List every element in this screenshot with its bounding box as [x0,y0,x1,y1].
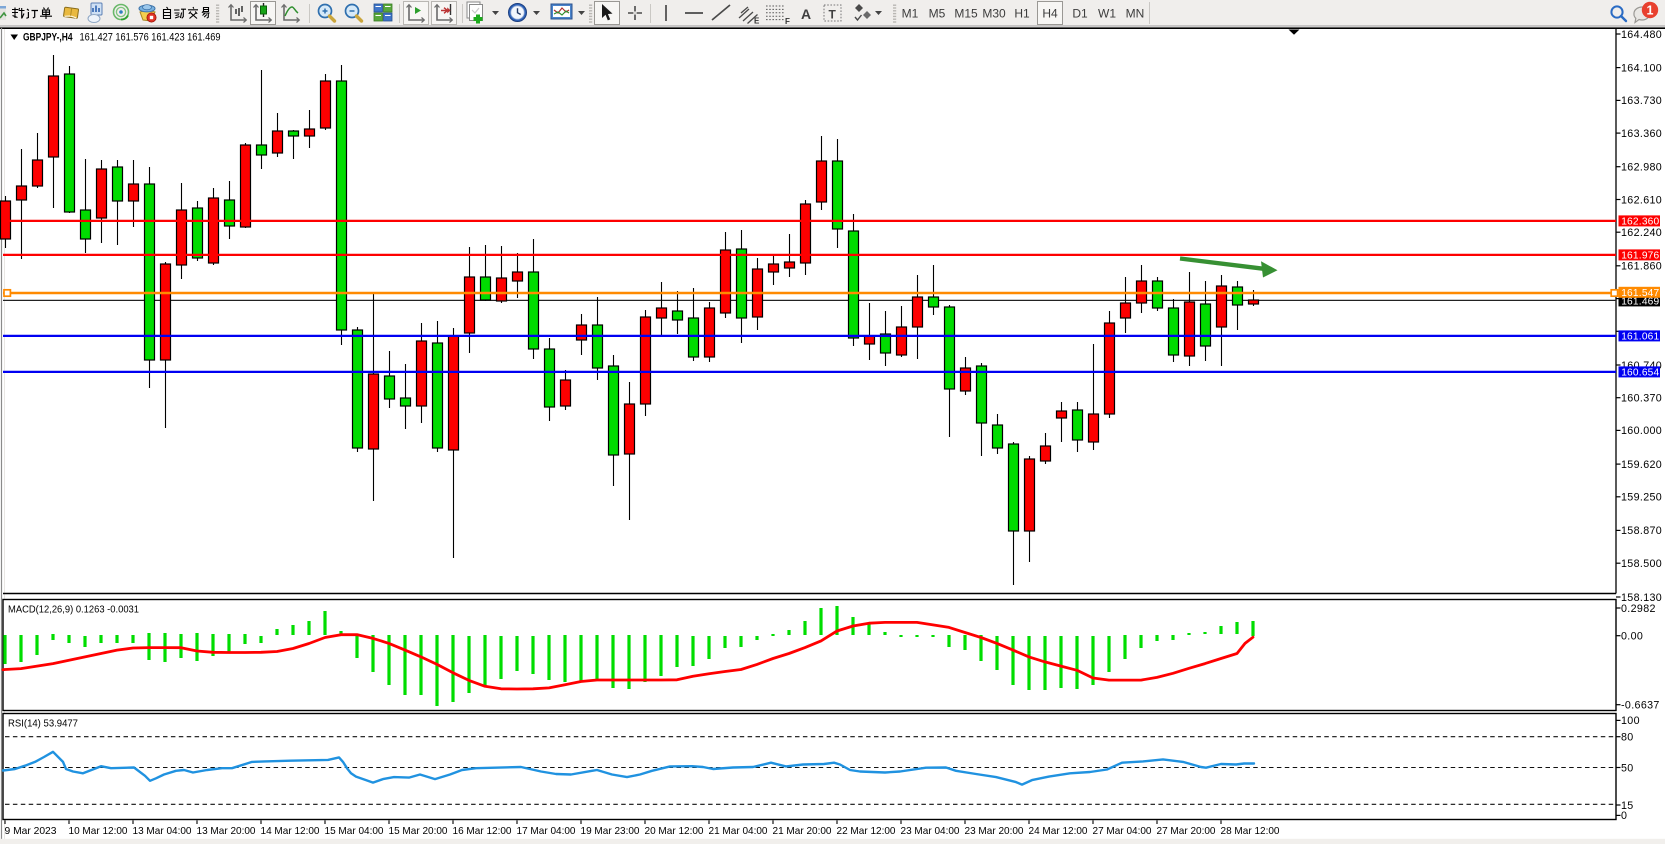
svg-text:161.061: 161.061 [1621,332,1659,343]
svg-text:158.130: 158.130 [1621,592,1662,604]
svg-text:161.427 161.576 161.423 161.46: 161.427 161.576 161.423 161.469 [80,31,221,43]
svg-text:27 Mar 20:00: 27 Mar 20:00 [1157,825,1216,837]
svg-text:161.860: 161.860 [1621,261,1662,273]
svg-text:17 Mar 04:00: 17 Mar 04:00 [517,825,576,837]
svg-text:16 Mar 12:00: 16 Mar 12:00 [453,825,512,837]
svg-text:1: 1 [1647,3,1654,17]
svg-text:162.240: 162.240 [1621,227,1662,239]
svg-text:H1: H1 [1014,7,1030,21]
svg-text:50: 50 [1621,762,1634,774]
svg-text:0: 0 [1621,810,1627,822]
svg-text:M30: M30 [982,7,1006,21]
svg-text:M1: M1 [902,7,919,21]
svg-text:15 Mar 04:00: 15 Mar 04:00 [325,825,384,837]
svg-text:RSI(14) 53.9477: RSI(14) 53.9477 [8,718,78,730]
svg-text:15 Mar 20:00: 15 Mar 20:00 [389,825,448,837]
svg-text:158.500: 158.500 [1621,558,1662,570]
svg-text:162.610: 162.610 [1621,194,1662,206]
svg-text:164.480: 164.480 [1621,29,1662,41]
svg-text:27 Mar 04:00: 27 Mar 04:00 [1093,825,1152,837]
svg-text:15: 15 [1621,800,1634,812]
svg-text:M15: M15 [954,7,978,21]
svg-text:21 Mar 04:00: 21 Mar 04:00 [709,825,768,837]
svg-text:162.360: 162.360 [1621,217,1659,228]
svg-text:161.469: 161.469 [1621,297,1659,308]
svg-text:GBPJPY-,H4: GBPJPY-,H4 [23,31,73,43]
svg-text:162.980: 162.980 [1621,162,1662,174]
svg-text:D1: D1 [1072,7,1088,21]
svg-text:MACD(12,26,9) 0.1263 -0.0031: MACD(12,26,9) 0.1263 -0.0031 [8,604,139,616]
svg-text:163.730: 163.730 [1621,95,1662,107]
svg-text:20 Mar 12:00: 20 Mar 12:00 [645,825,704,837]
svg-text:159.250: 159.250 [1621,492,1662,504]
svg-text:164.100: 164.100 [1621,62,1662,74]
svg-text:T: T [829,8,837,22]
svg-text:10 Mar 12:00: 10 Mar 12:00 [69,825,128,837]
svg-text:E: E [754,17,760,26]
svg-text:F: F [785,17,790,26]
svg-text:100: 100 [1621,715,1640,727]
svg-text:M5: M5 [929,7,946,21]
svg-text:A: A [801,6,811,22]
svg-text:23 Mar 20:00: 23 Mar 20:00 [965,825,1024,837]
svg-text:14 Mar 12:00: 14 Mar 12:00 [261,825,320,837]
svg-text:9 Mar 2023: 9 Mar 2023 [5,825,57,837]
svg-text:MN: MN [1126,7,1145,21]
svg-text:19 Mar 23:00: 19 Mar 23:00 [581,825,640,837]
svg-text:160.370: 160.370 [1621,393,1662,405]
svg-text:H4: H4 [1042,7,1058,21]
svg-text:28 Mar 12:00: 28 Mar 12:00 [1221,825,1280,837]
svg-text:160.000: 160.000 [1621,425,1662,437]
svg-text:161.547: 161.547 [1621,288,1659,299]
svg-text:0.00: 0.00 [1621,631,1643,643]
svg-text:163.360: 163.360 [1621,128,1662,140]
svg-text:158.870: 158.870 [1621,525,1662,537]
svg-text:23 Mar 04:00: 23 Mar 04:00 [901,825,960,837]
svg-text:80: 80 [1621,732,1634,744]
svg-text:13 Mar 20:00: 13 Mar 20:00 [197,825,256,837]
svg-text:W1: W1 [1098,7,1116,21]
svg-text:159.620: 159.620 [1621,459,1662,471]
svg-text:22 Mar 12:00: 22 Mar 12:00 [837,825,896,837]
svg-text:21 Mar 20:00: 21 Mar 20:00 [773,825,832,837]
svg-text:24 Mar 12:00: 24 Mar 12:00 [1029,825,1088,837]
svg-text:160.654: 160.654 [1621,368,1659,379]
svg-text:161.976: 161.976 [1621,251,1659,262]
svg-text:13 Mar 04:00: 13 Mar 04:00 [133,825,192,837]
svg-text:0.2982: 0.2982 [1621,603,1656,615]
svg-text:-0.6637: -0.6637 [1621,700,1660,712]
